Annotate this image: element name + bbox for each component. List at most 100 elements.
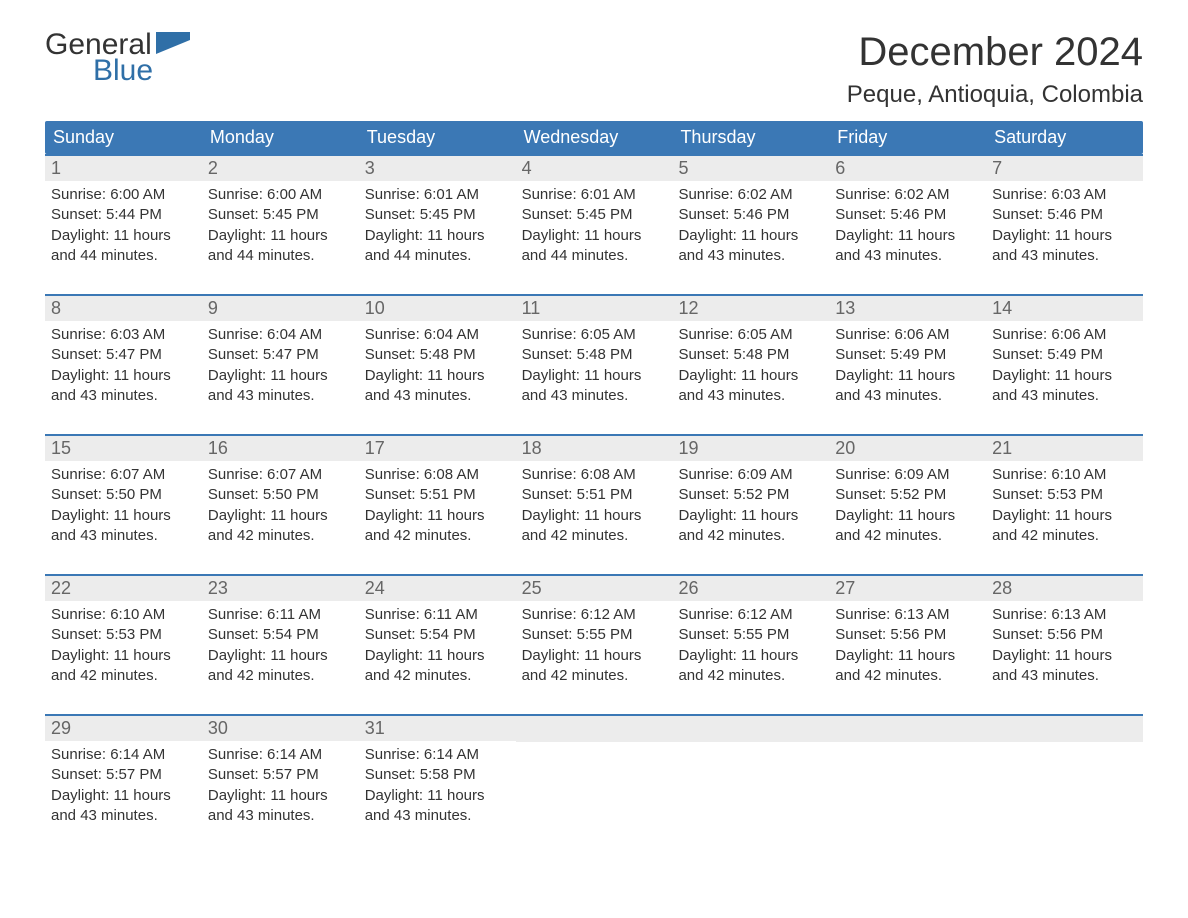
day-number: 25	[516, 576, 673, 601]
daylight-line2: and 42 minutes.	[678, 666, 823, 686]
daylight-line1: Daylight: 11 hours	[208, 646, 353, 666]
sunrise-line: Sunrise: 6:03 AM	[51, 325, 196, 345]
sunset-line: Sunset: 5:53 PM	[51, 625, 196, 645]
day-number: 16	[202, 436, 359, 461]
sunset-line: Sunset: 5:55 PM	[678, 625, 823, 645]
sunrise-line: Sunrise: 6:06 AM	[835, 325, 980, 345]
day-body: Sunrise: 6:06 AMSunset: 5:49 PMDaylight:…	[829, 321, 986, 410]
day-number: 3	[359, 156, 516, 181]
day-body: Sunrise: 6:03 AMSunset: 5:46 PMDaylight:…	[986, 181, 1143, 270]
day-number: 4	[516, 156, 673, 181]
sunset-line: Sunset: 5:50 PM	[208, 485, 353, 505]
daylight-line1: Daylight: 11 hours	[992, 366, 1137, 386]
day-cell: 22Sunrise: 6:10 AMSunset: 5:53 PMDayligh…	[45, 576, 202, 696]
day-body: Sunrise: 6:11 AMSunset: 5:54 PMDaylight:…	[202, 601, 359, 690]
week-row: 1Sunrise: 6:00 AMSunset: 5:44 PMDaylight…	[45, 154, 1143, 276]
day-cell: 15Sunrise: 6:07 AMSunset: 5:50 PMDayligh…	[45, 436, 202, 556]
day-body: Sunrise: 6:00 AMSunset: 5:45 PMDaylight:…	[202, 181, 359, 270]
day-number: 7	[986, 156, 1143, 181]
day-body: Sunrise: 6:03 AMSunset: 5:47 PMDaylight:…	[45, 321, 202, 410]
sunset-line: Sunset: 5:53 PM	[992, 485, 1137, 505]
day-cell: 24Sunrise: 6:11 AMSunset: 5:54 PMDayligh…	[359, 576, 516, 696]
day-cell: 29Sunrise: 6:14 AMSunset: 5:57 PMDayligh…	[45, 716, 202, 836]
day-cell: 11Sunrise: 6:05 AMSunset: 5:48 PMDayligh…	[516, 296, 673, 416]
day-cell: 4Sunrise: 6:01 AMSunset: 5:45 PMDaylight…	[516, 156, 673, 276]
daylight-line1: Daylight: 11 hours	[678, 506, 823, 526]
empty-day	[986, 716, 1143, 742]
day-cell: 31Sunrise: 6:14 AMSunset: 5:58 PMDayligh…	[359, 716, 516, 836]
daylight-line1: Daylight: 11 hours	[522, 226, 667, 246]
day-body: Sunrise: 6:02 AMSunset: 5:46 PMDaylight:…	[829, 181, 986, 270]
day-body: Sunrise: 6:09 AMSunset: 5:52 PMDaylight:…	[829, 461, 986, 550]
day-cell: 5Sunrise: 6:02 AMSunset: 5:46 PMDaylight…	[672, 156, 829, 276]
daylight-line1: Daylight: 11 hours	[835, 646, 980, 666]
daylight-line2: and 43 minutes.	[678, 246, 823, 266]
header: General Blue December 2024 Peque, Antioq…	[45, 30, 1143, 109]
day-header: Sunday	[45, 121, 202, 154]
sunrise-line: Sunrise: 6:01 AM	[522, 185, 667, 205]
daylight-line2: and 42 minutes.	[522, 526, 667, 546]
daylight-line1: Daylight: 11 hours	[51, 366, 196, 386]
daylight-line2: and 43 minutes.	[678, 386, 823, 406]
sunset-line: Sunset: 5:51 PM	[365, 485, 510, 505]
day-number: 14	[986, 296, 1143, 321]
sunrise-line: Sunrise: 6:11 AM	[365, 605, 510, 625]
sunrise-line: Sunrise: 6:14 AM	[51, 745, 196, 765]
sunset-line: Sunset: 5:58 PM	[365, 765, 510, 785]
empty-day	[829, 716, 986, 742]
day-header: Thursday	[672, 121, 829, 154]
day-body: Sunrise: 6:07 AMSunset: 5:50 PMDaylight:…	[45, 461, 202, 550]
daylight-line1: Daylight: 11 hours	[835, 506, 980, 526]
day-cell: 6Sunrise: 6:02 AMSunset: 5:46 PMDaylight…	[829, 156, 986, 276]
sunrise-line: Sunrise: 6:14 AM	[365, 745, 510, 765]
day-number: 26	[672, 576, 829, 601]
day-header: Monday	[202, 121, 359, 154]
daylight-line1: Daylight: 11 hours	[208, 506, 353, 526]
day-body: Sunrise: 6:13 AMSunset: 5:56 PMDaylight:…	[986, 601, 1143, 690]
daylight-line1: Daylight: 11 hours	[208, 786, 353, 806]
day-cell: 21Sunrise: 6:10 AMSunset: 5:53 PMDayligh…	[986, 436, 1143, 556]
day-cell: 13Sunrise: 6:06 AMSunset: 5:49 PMDayligh…	[829, 296, 986, 416]
sunrise-line: Sunrise: 6:03 AM	[992, 185, 1137, 205]
sunset-line: Sunset: 5:52 PM	[835, 485, 980, 505]
daylight-line2: and 43 minutes.	[51, 526, 196, 546]
daylight-line2: and 42 minutes.	[992, 526, 1137, 546]
title-block: December 2024 Peque, Antioquia, Colombia	[847, 30, 1143, 109]
daylight-line2: and 43 minutes.	[208, 806, 353, 826]
daylight-line1: Daylight: 11 hours	[365, 366, 510, 386]
day-body: Sunrise: 6:04 AMSunset: 5:47 PMDaylight:…	[202, 321, 359, 410]
daylight-line1: Daylight: 11 hours	[835, 226, 980, 246]
day-number: 8	[45, 296, 202, 321]
day-body: Sunrise: 6:14 AMSunset: 5:57 PMDaylight:…	[45, 741, 202, 830]
day-number: 6	[829, 156, 986, 181]
day-cell: 28Sunrise: 6:13 AMSunset: 5:56 PMDayligh…	[986, 576, 1143, 696]
day-number: 10	[359, 296, 516, 321]
day-number: 18	[516, 436, 673, 461]
day-cell: 30Sunrise: 6:14 AMSunset: 5:57 PMDayligh…	[202, 716, 359, 836]
sunrise-line: Sunrise: 6:14 AM	[208, 745, 353, 765]
sunset-line: Sunset: 5:46 PM	[678, 205, 823, 225]
daylight-line1: Daylight: 11 hours	[992, 506, 1137, 526]
sunrise-line: Sunrise: 6:10 AM	[51, 605, 196, 625]
daylight-line2: and 42 minutes.	[835, 526, 980, 546]
day-body: Sunrise: 6:01 AMSunset: 5:45 PMDaylight:…	[516, 181, 673, 270]
daylight-line2: and 43 minutes.	[992, 246, 1137, 266]
daylight-line1: Daylight: 11 hours	[992, 226, 1137, 246]
daylight-line2: and 42 minutes.	[365, 666, 510, 686]
day-header: Friday	[829, 121, 986, 154]
day-body: Sunrise: 6:08 AMSunset: 5:51 PMDaylight:…	[516, 461, 673, 550]
daylight-line2: and 42 minutes.	[51, 666, 196, 686]
sunrise-line: Sunrise: 6:11 AM	[208, 605, 353, 625]
daylight-line1: Daylight: 11 hours	[51, 506, 196, 526]
daylight-line2: and 42 minutes.	[208, 526, 353, 546]
day-number: 23	[202, 576, 359, 601]
day-cell: 2Sunrise: 6:00 AMSunset: 5:45 PMDaylight…	[202, 156, 359, 276]
day-cell: 14Sunrise: 6:06 AMSunset: 5:49 PMDayligh…	[986, 296, 1143, 416]
daylight-line2: and 43 minutes.	[522, 386, 667, 406]
daylight-line1: Daylight: 11 hours	[365, 226, 510, 246]
sunset-line: Sunset: 5:49 PM	[835, 345, 980, 365]
day-number: 1	[45, 156, 202, 181]
sunrise-line: Sunrise: 6:08 AM	[522, 465, 667, 485]
sunrise-line: Sunrise: 6:02 AM	[678, 185, 823, 205]
day-cell: 12Sunrise: 6:05 AMSunset: 5:48 PMDayligh…	[672, 296, 829, 416]
